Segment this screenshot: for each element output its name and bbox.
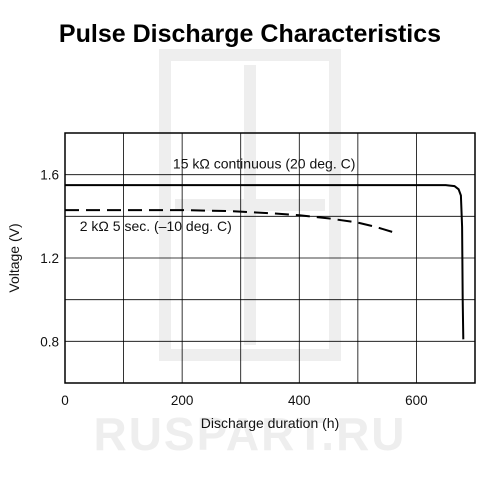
annotation-1: 15 kΩ continuous (20 deg. C) (173, 155, 355, 171)
x-axis-ticks: 0 200 400 600 (61, 393, 427, 408)
chart-title: Pulse Discharge Characteristics (58, 20, 442, 48)
x-tick-label: 200 (171, 393, 194, 408)
annotations: 15 kΩ continuous (20 deg. C) 2 kΩ 5 sec. … (80, 155, 356, 234)
x-tick-label: 400 (288, 393, 311, 408)
x-tick-label: 600 (405, 393, 428, 408)
y-tick-label: 0.8 (40, 334, 59, 349)
y-tick-label: 1.6 (40, 168, 59, 183)
series-group (65, 184, 465, 340)
x-axis-label: Discharge duration (h) (201, 415, 340, 431)
x-tick-label: 0 (61, 393, 69, 408)
grid-lines (65, 133, 475, 383)
plot-frame (64, 132, 476, 384)
series-line-2 (65, 209, 397, 234)
annotation-2: 2 kΩ 5 sec. (–10 deg. C) (80, 218, 232, 234)
y-axis-label: Voltage (V) (6, 223, 22, 292)
series-line-1 (65, 184, 465, 340)
watermark-text: RUSPART.RU (93, 408, 406, 460)
y-axis-ticks: 0.8 1.2 1.6 (40, 168, 59, 350)
y-tick-label: 1.2 (40, 251, 59, 266)
